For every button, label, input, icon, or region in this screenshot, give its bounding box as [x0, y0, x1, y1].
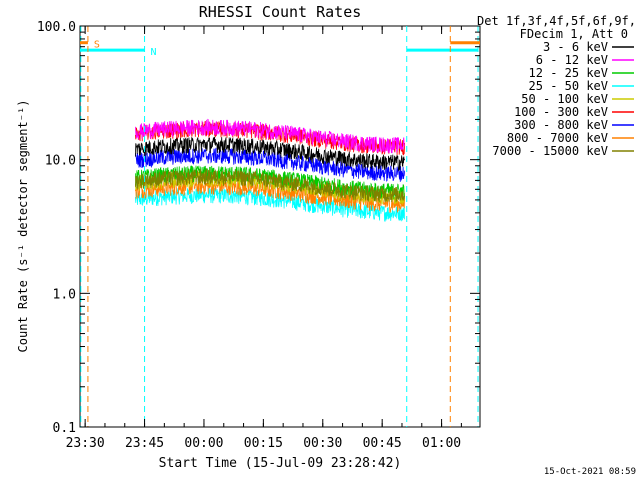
- series-line-25-50-kev: [135, 186, 405, 222]
- x-tick-label: 01:00: [422, 436, 461, 451]
- x-tick-label: 23:45: [125, 436, 164, 451]
- legend-label: 50 - 100 keV: [521, 92, 608, 106]
- y-tick-label: 1.0: [53, 287, 76, 302]
- legend-label: 300 - 800 keV: [514, 118, 608, 132]
- y-tick-label: 100.0: [37, 20, 76, 35]
- y-tick-label: 10.0: [45, 154, 76, 169]
- legend-label: 3 - 6 keV: [543, 40, 608, 54]
- marker-label-s: S: [94, 40, 100, 51]
- plot-area: [79, 25, 481, 428]
- series-line-3-6-kev: [135, 136, 405, 172]
- legend-label: 25 - 50 keV: [529, 79, 608, 93]
- x-tick-label: 23:30: [66, 436, 105, 451]
- x-tick-label: 00:30: [303, 436, 342, 451]
- x-tick-label: 00:00: [184, 436, 223, 451]
- series-line-300-800-kev: [135, 147, 405, 182]
- legend-label: 800 - 7000 keV: [507, 131, 608, 145]
- series-line-7000-15000-kev: [135, 167, 405, 203]
- x-tick-label: 00:45: [363, 436, 402, 451]
- x-axis-label: Start Time (15-Jul-09 23:28:42): [159, 456, 402, 471]
- footer-timestamp: 15-Oct-2021 08:59: [544, 467, 636, 477]
- x-tick-label: 00:15: [244, 436, 283, 451]
- legend-label: 7000 - 15000 keV: [492, 144, 608, 158]
- marker-label-n: N: [151, 47, 157, 58]
- series-line-6-12-kev: [135, 118, 405, 154]
- attenuator-markers: NS: [80, 26, 480, 427]
- marks-layer: [135, 118, 405, 222]
- chart-title: RHESSI Count Rates: [199, 3, 362, 21]
- legend-header-2: FDecim 1, Att 0: [520, 27, 628, 41]
- legend-label: 12 - 25 keV: [529, 66, 608, 80]
- legend-label: 6 - 12 keV: [536, 53, 608, 67]
- y-axis-label: Count Rate (s⁻¹ detector segment⁻¹): [16, 100, 30, 353]
- legend-header-1: Det 1f,3f,4f,5f,6f,9f,: [477, 14, 636, 28]
- axes: 23:30 23:45 00:00 00:15 00:30 00:45 01:00 0.1 1.…: [37, 20, 480, 451]
- y-tick-label: 0.1: [53, 421, 76, 436]
- legend-label: 100 - 300 keV: [514, 105, 608, 119]
- legend: Det 1f,3f,4f,5f,6f,9f, FDecim 1, Att 0 3…: [477, 14, 636, 158]
